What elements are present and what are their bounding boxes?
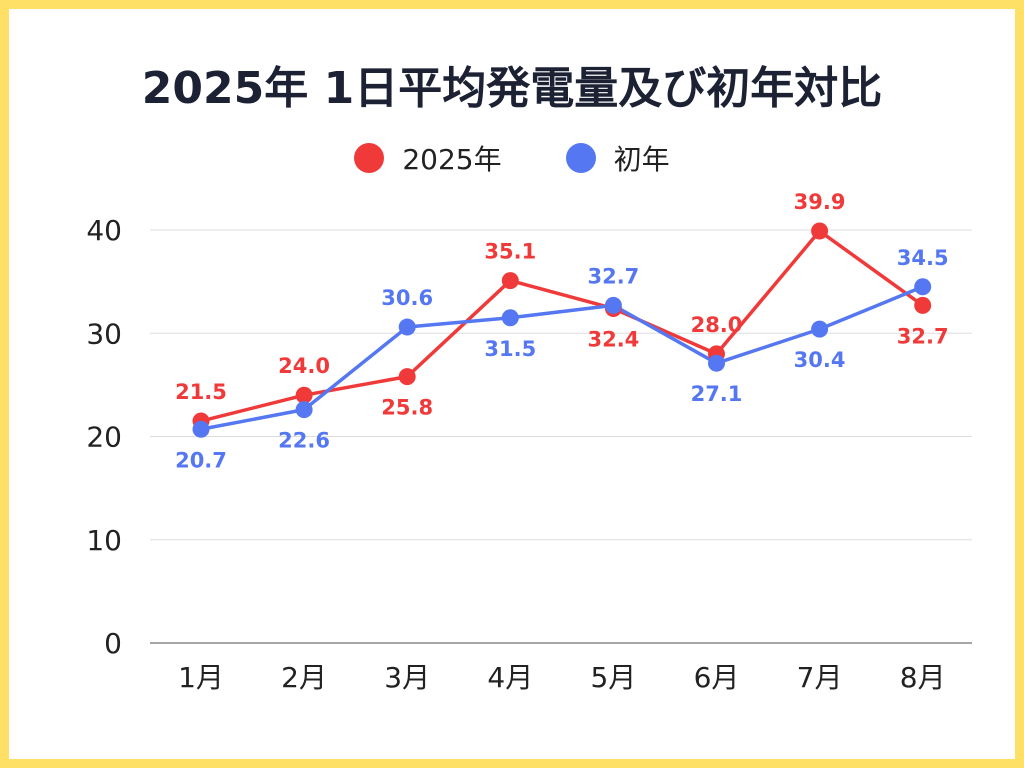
legend-label-first-year: 初年 [613,143,670,176]
y-tick-label: 30 [86,317,122,350]
y-tick-label: 0 [104,627,122,660]
data-label: 35.1 [484,240,536,264]
data-label: 25.8 [381,396,433,420]
series-line-0 [200,229,924,423]
data-point [501,272,519,290]
legend-label-2025: 2025年 [402,143,502,176]
y-tick-label: 20 [86,421,122,454]
data-label: 21.5 [175,380,227,404]
x-tick-label: 5月 [590,661,636,694]
data-label: 28.0 [691,313,743,337]
x-tick-label: 4月 [487,661,533,694]
x-tick-label: 1月 [178,661,224,694]
data-label: 22.6 [278,429,330,453]
legend-item-first-year: 初年 [565,138,670,178]
data-label: 32.7 [897,324,949,348]
data-point [708,354,725,372]
data-label: 31.5 [484,337,536,361]
x-tick-label: 3月 [384,661,430,694]
data-label: 39.9 [794,190,846,214]
legend-marker-2025 [354,143,385,173]
data-point [914,278,932,296]
data-point [398,318,416,336]
data-point [398,368,416,386]
data-label: 30.6 [381,286,433,310]
x-tick-label: 7月 [797,661,843,694]
data-points [192,222,932,438]
x-tick-label: 2月 [281,661,327,694]
data-label: 32.4 [587,327,639,351]
data-point [501,309,519,327]
data-label: 24.0 [278,354,330,378]
data-point [811,320,829,338]
data-point [604,296,622,314]
data-label: 34.5 [897,246,949,270]
data-point [192,420,210,438]
chart-title: 2025年 1日平均発電量及び初年対比 [141,63,883,114]
x-tick-label: 8月 [900,661,946,694]
series-lines [200,229,924,431]
axes: 0 10 20 30 40 1月 2月 3月 4月 5月 6月 7月 8月 [86,214,945,694]
data-label: 20.7 [175,448,227,472]
data-label: 32.7 [587,264,639,288]
legend-marker-first-year [565,143,596,173]
grid-lines [150,229,972,644]
data-point [295,386,313,404]
data-label: 27.1 [691,382,743,406]
data-point [811,222,829,240]
data-label: 30.4 [794,348,846,372]
legend-item-2025: 2025年 [354,138,502,178]
data-point [295,401,313,419]
x-tick-label: 6月 [694,661,740,694]
y-tick-label: 40 [86,214,122,247]
data-labels: 21.5 24.0 25.8 35.1 32.4 28.0 39.9 32.7 20.7 22.6… [175,190,949,472]
chart-legend: 2025年 初年 [0,138,1024,178]
data-point [914,296,932,314]
y-tick-label: 10 [86,524,122,557]
series-line-1 [200,285,924,431]
